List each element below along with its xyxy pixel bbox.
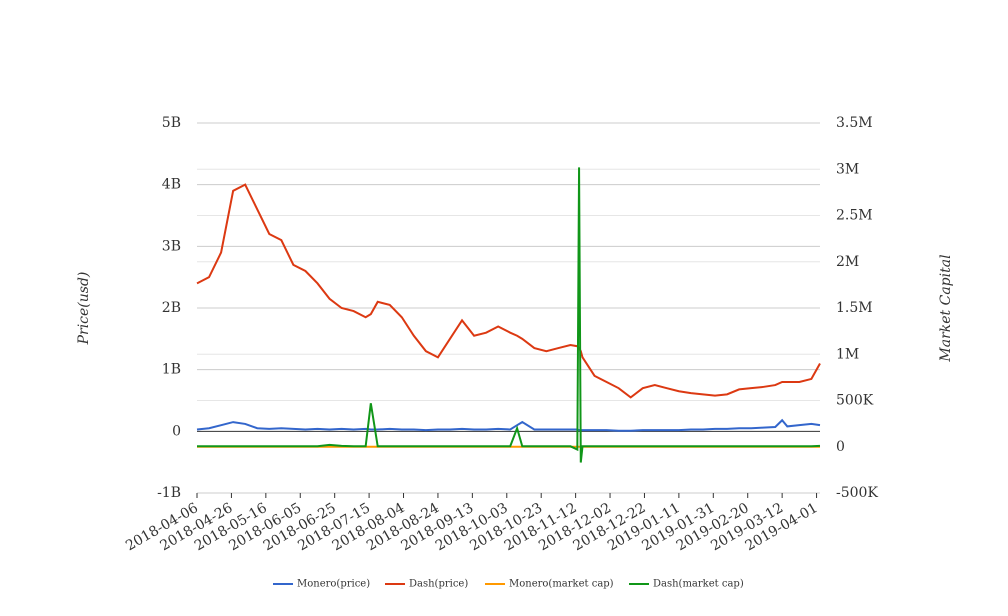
y-tick-label: 5B <box>162 115 181 131</box>
y2-tick-label: 2.5M <box>836 208 873 224</box>
y2-tick-label: 1M <box>836 346 859 362</box>
series-line <box>196 418 821 432</box>
y-tick-label: 3B <box>162 238 181 254</box>
y2-tick-label: 1.5M <box>836 300 873 316</box>
y2-tick-label: 2M <box>836 254 859 270</box>
y-axis-title: Price(usd) <box>76 272 92 346</box>
legend: Monero(price) Dash(price) Monero(market ca… <box>273 579 744 590</box>
series-line <box>196 183 821 399</box>
series-line <box>197 167 821 463</box>
y-tick-label: 1B <box>162 362 181 378</box>
y-tick-label: 0 <box>172 423 181 439</box>
y-tick-label: 2B <box>162 300 181 316</box>
y2-tick-label: 3M <box>836 161 859 177</box>
y2-axis-title: Market Capital <box>938 254 954 362</box>
legend-label: Monero(price) <box>297 579 370 590</box>
y2-tick-label: 500K <box>836 393 874 409</box>
legend-label: Dash(price) <box>409 579 468 590</box>
y2-tick-label: -500K <box>836 485 878 501</box>
y2-tick-label: 3.5M <box>836 115 873 131</box>
y-tick-label: -1B <box>157 485 181 501</box>
legend-label: Dash(market cap) <box>653 579 744 590</box>
legend-label: Monero(market cap) <box>509 579 614 590</box>
y2-tick-label: 0 <box>836 439 845 455</box>
y-tick-label: 4B <box>162 177 181 193</box>
